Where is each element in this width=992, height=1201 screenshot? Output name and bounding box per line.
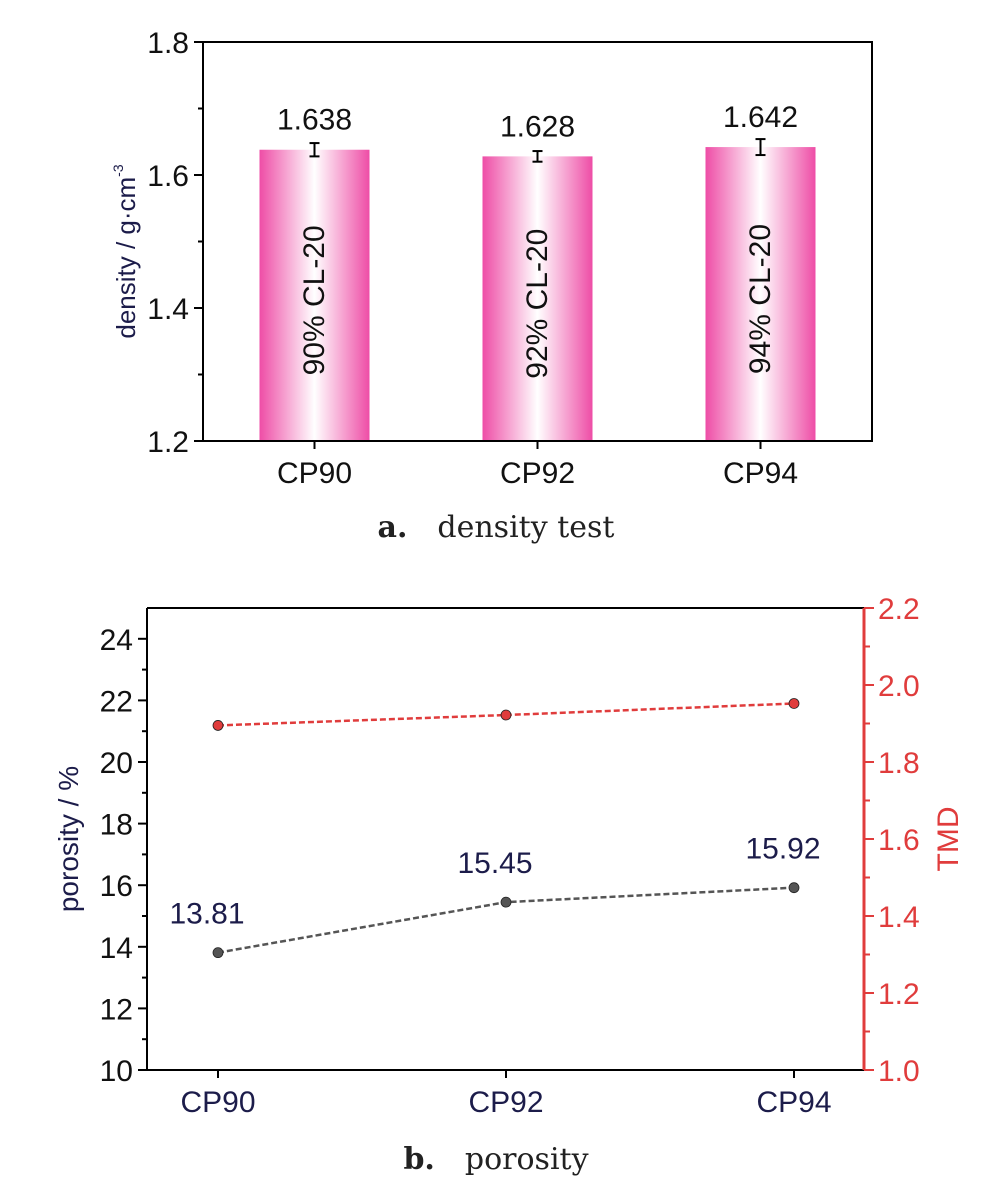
data-label-cp90: 13.81 [169,898,244,931]
value-label-cp90: 1.638 [277,104,352,137]
bar-cp90 [259,149,370,442]
y-tick-label: 10 [100,1055,133,1088]
x-tick-label-cp94: CP94 [723,457,798,490]
error-bar-cp90 [309,142,320,158]
density-caption: a. density test [0,510,992,545]
y-tick-label: 1.6 [147,160,189,193]
bar-cp94 [705,147,816,441]
point-porosity-cp92 [500,896,512,908]
y2-tick-label: 1.6 [878,824,920,857]
y-tick-label: 14 [100,932,133,965]
x-tick-label-cp90: CP90 [180,1086,255,1119]
panel-letter-b: b. [403,1142,435,1177]
density-chart: 1.638 90% CL-20 CP90 1.628 92% CL-20 CP92 1.64… [110,27,873,490]
y-tick-label: 22 [100,685,133,718]
value-label-cp94: 1.642 [723,101,798,134]
y-tick-label: 1.8 [147,27,189,60]
x-tick-label-cp92: CP92 [468,1086,543,1119]
y2-axis-label: TMD [932,807,965,872]
y-tick-label: 1.4 [147,293,189,326]
y2-tick-label: 1.0 [878,1055,920,1088]
point-porosity-cp90 [212,947,224,959]
bar-label-cp92: 92% CL-20 [521,229,554,379]
y-tick-label: 1.2 [147,426,189,459]
porosity-chart: 10 12 14 16 18 20 22 24 1.0 1.2 1.4 1.6 1.8 2.0 2.2 CP9… [53,593,965,1119]
y-tick-label: 16 [100,870,133,903]
y2-tick-label: 2.2 [878,593,920,626]
y2-tick-label: 1.4 [878,901,920,934]
x-tick-label-cp90: CP90 [277,457,352,490]
y-axis-label-sup: -3 [110,164,126,177]
error-bar-cp92 [532,150,543,163]
y-tick-label: 20 [100,747,133,780]
y2-tick-label: 2.0 [878,670,920,703]
bar-cp92 [482,156,593,441]
porosity-caption-text: porosity [464,1142,589,1177]
panel-letter-a: a. [377,510,408,545]
y-tick-label: 18 [100,809,133,842]
density-caption-text: density test [437,510,615,545]
error-bar-cp94 [755,138,766,157]
bar-label-cp90: 90% CL-20 [298,225,331,375]
point-porosity-cp94 [788,882,800,894]
y-axis-label: porosity / % [53,766,84,912]
point-tmd-cp94 [788,698,800,709]
bar-label-cp94: 94% CL-20 [744,224,777,374]
x-tick-label-cp94: CP94 [756,1086,831,1119]
y-tick-label: 24 [100,624,133,657]
data-label-cp92: 15.45 [457,847,532,880]
data-label-cp94: 15.92 [745,833,820,866]
value-label-cp92: 1.628 [500,110,575,143]
y-axis-label-text: density / g·cm [111,177,141,339]
point-tmd-cp92 [500,709,512,721]
y2-tick-label: 1.2 [878,978,920,1011]
y-axis-label: density / g·cm-3 [110,164,141,338]
x-tick-label-cp92: CP92 [500,457,575,490]
point-tmd-cp90 [212,720,224,731]
y2-tick-label: 1.8 [878,747,920,780]
y-tick-label: 12 [100,993,133,1026]
porosity-caption: b. porosity [0,1142,992,1177]
